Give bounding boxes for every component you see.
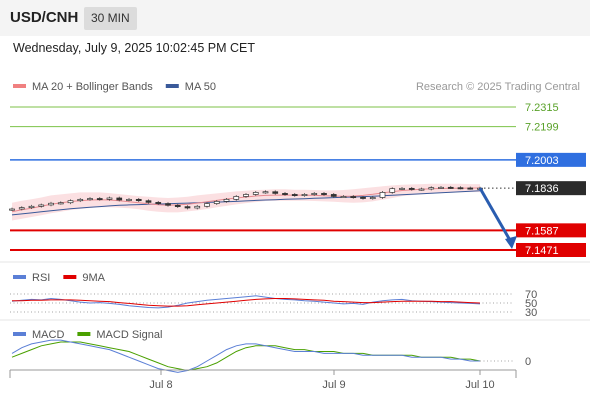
level-tag-2 bbox=[516, 152, 586, 167]
candle-body bbox=[77, 198, 84, 202]
level-label-0: 7.2315 bbox=[525, 102, 559, 114]
candle-body bbox=[135, 198, 142, 202]
candle-body bbox=[399, 187, 405, 190]
macd-level-label-0: 0 bbox=[525, 356, 531, 368]
legend-label-rsi-1: 9MA bbox=[82, 272, 105, 284]
candle-body bbox=[389, 188, 396, 193]
candle-body bbox=[145, 200, 152, 203]
candle-body bbox=[184, 206, 191, 209]
candle-body bbox=[252, 192, 259, 195]
candle-body bbox=[48, 202, 54, 206]
x-tick-label-0: Jul 8 bbox=[149, 379, 172, 391]
chart-header: USD/CNH 30 MIN bbox=[0, 0, 590, 36]
legend-label-main-0: MA 20 + Bollinger Bands bbox=[32, 81, 153, 93]
candle-body bbox=[165, 203, 171, 206]
candle-body bbox=[87, 198, 93, 201]
candle-body bbox=[67, 200, 74, 204]
candle-body bbox=[408, 187, 415, 190]
candle-body bbox=[106, 197, 113, 200]
candle-body bbox=[447, 186, 454, 189]
candle-body bbox=[272, 191, 279, 194]
candle-body bbox=[126, 198, 132, 201]
candle-body bbox=[301, 194, 308, 196]
candle-body bbox=[369, 197, 376, 200]
candle-body bbox=[282, 193, 288, 195]
rsi-level-label-2: 30 bbox=[525, 307, 537, 319]
candle-body bbox=[243, 194, 249, 197]
level-tag-4 bbox=[516, 223, 586, 238]
bollinger-band bbox=[12, 183, 480, 221]
legend-swatch-main-1 bbox=[165, 84, 179, 88]
rsi-line bbox=[11, 295, 481, 309]
candle-body bbox=[321, 193, 327, 195]
candle-body bbox=[174, 204, 181, 207]
rsi-level-label-1: 50 bbox=[525, 298, 537, 310]
candle-body bbox=[350, 196, 357, 199]
candle-body bbox=[262, 191, 269, 194]
candle-body bbox=[116, 197, 123, 201]
candle-body bbox=[428, 187, 435, 190]
macd-line bbox=[11, 339, 480, 373]
legend-label-main-1: MA 50 bbox=[185, 81, 216, 93]
projection-arrow-shaft bbox=[478, 187, 513, 243]
macd-signal-line bbox=[11, 341, 481, 372]
level-label-2: 7.2003 bbox=[525, 155, 559, 167]
legend-swatch-macd-1 bbox=[77, 332, 91, 336]
candle-body bbox=[213, 201, 220, 204]
candle-body bbox=[360, 196, 366, 199]
timeframe-badge[interactable]: 30 MIN bbox=[84, 7, 137, 30]
level-label-3: 7.1836 bbox=[525, 183, 559, 195]
legend-swatch-rsi-0 bbox=[13, 275, 26, 279]
candle-body bbox=[340, 196, 347, 199]
candle-body bbox=[28, 205, 35, 208]
x-tick-label-2: Jul 10 bbox=[465, 379, 494, 391]
candle-body bbox=[233, 196, 240, 200]
candle-body bbox=[291, 194, 298, 196]
level-tag-5 bbox=[516, 243, 586, 257]
x-tick-label-1: Jul 9 bbox=[322, 379, 345, 391]
ma50-line bbox=[11, 190, 481, 216]
projection-arrow-head bbox=[505, 236, 517, 249]
symbol-title: USD/CNH bbox=[10, 9, 79, 26]
candle-body bbox=[96, 198, 103, 201]
candle-body bbox=[204, 203, 210, 207]
candle-body bbox=[311, 193, 318, 195]
candle-body bbox=[379, 192, 386, 198]
level-label-4: 7.1587 bbox=[525, 225, 559, 237]
legend-swatch-macd-0 bbox=[13, 332, 26, 336]
candle-body bbox=[467, 187, 474, 190]
candle-body bbox=[155, 202, 162, 204]
candle-body bbox=[418, 188, 425, 191]
candle-body bbox=[18, 207, 25, 210]
candle-body bbox=[194, 205, 201, 209]
rsi-ma9-line bbox=[12, 298, 481, 307]
legend-swatch-main-0 bbox=[13, 84, 26, 88]
legend-swatch-rsi-1 bbox=[63, 275, 77, 279]
candle-body bbox=[457, 187, 464, 190]
level-tag-3 bbox=[516, 181, 586, 196]
credit-text: Research © 2025 Trading Central bbox=[416, 81, 580, 93]
candle-body bbox=[438, 186, 444, 189]
candle-body bbox=[330, 194, 337, 197]
candle-body bbox=[57, 202, 64, 205]
legend-label-macd-1: MACD Signal bbox=[96, 329, 162, 341]
timestamp: Wednesday, July 9, 2025 10:02:45 PM CET bbox=[13, 41, 256, 55]
level-label-5: 7.1471 bbox=[525, 245, 559, 257]
legend-label-macd-0: MACD bbox=[32, 329, 64, 341]
level-label-1: 7.2199 bbox=[525, 122, 559, 134]
candle-body bbox=[38, 204, 45, 207]
rsi-level-label-0: 70 bbox=[525, 289, 537, 301]
legend-label-rsi-0: RSI bbox=[32, 272, 50, 284]
candle-body bbox=[9, 208, 15, 211]
candle-body bbox=[223, 198, 230, 202]
